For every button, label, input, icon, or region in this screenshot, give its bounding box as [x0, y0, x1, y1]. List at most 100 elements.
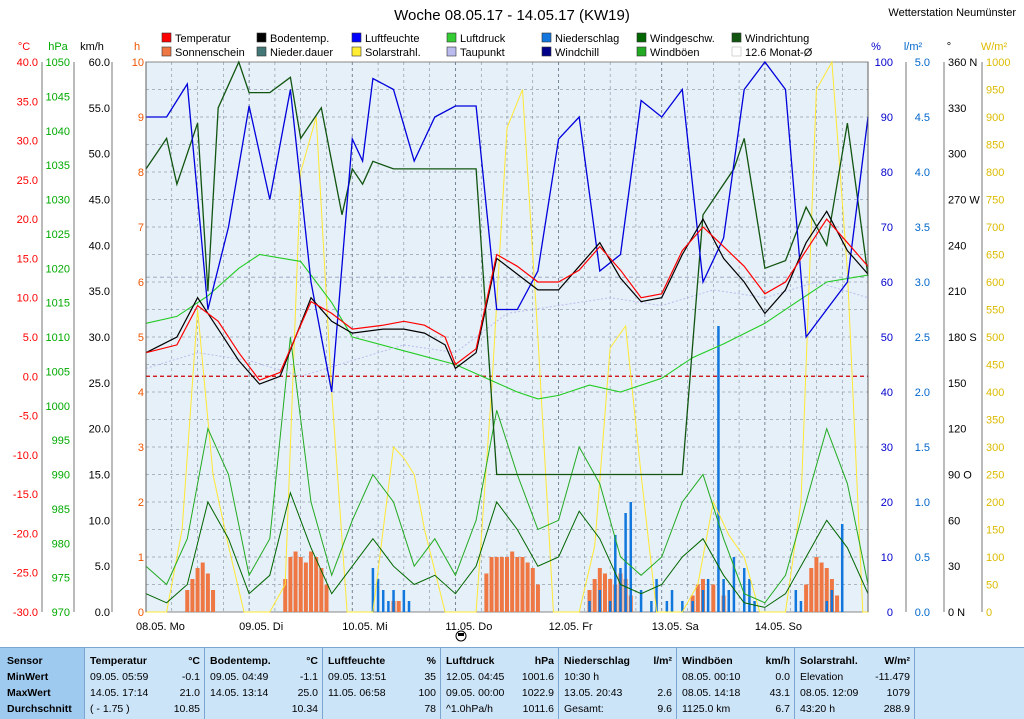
tick-temp: 10.0 [17, 293, 38, 305]
stats-cell-value: 1011.6 [522, 703, 554, 715]
legend-swatch [161, 32, 172, 43]
bar-niederschlag [655, 579, 658, 612]
tick-direction: 210 [948, 286, 966, 298]
tick-direction: 60 [948, 515, 960, 527]
legend-label: Windchill [555, 47, 599, 59]
stats-cell-label: 14.05. 13:14 [210, 687, 269, 699]
legend-label: Windböen [650, 47, 700, 59]
bar-niederschlag [681, 601, 684, 612]
bar-niederschlag [717, 326, 720, 612]
time-marker[interactable] [455, 630, 467, 642]
stats-cell-label: ^1.0hPa/h [446, 703, 493, 715]
bar-sonnenschein [602, 573, 607, 612]
stats-cell-value: 78 [424, 703, 436, 715]
stats-row: 08.05. 12:09 1079 [794, 685, 914, 701]
stats-row: Luftdruck hPa [440, 653, 558, 669]
legend-swatch [731, 46, 742, 57]
bar-sonnenschein [510, 551, 515, 612]
stats-cell-value: -1.1 [299, 671, 318, 683]
bar-sonnenschein [505, 557, 509, 612]
tick-pressure: 970 [52, 607, 70, 619]
stats-cell-value: 1022.9 [521, 687, 554, 699]
tick-wind: 25.0 [89, 378, 110, 390]
bar-sonnenschein [525, 562, 530, 612]
series-temperatur [145, 218, 869, 381]
bar-niederschlag [830, 590, 834, 612]
stats-cell-value: 100 [418, 687, 436, 699]
stats-cell-value: % [426, 655, 436, 667]
stats-cell-value: W/m² [884, 655, 910, 667]
tick-direction: 120 [948, 424, 966, 436]
tick-temp: -30.0 [13, 607, 38, 619]
bar-sonnenschein [499, 557, 504, 612]
bar-sonnenschein [695, 584, 700, 612]
line-series [145, 60, 869, 613]
bar-niederschlag [608, 601, 612, 612]
stats-cell-label: Gesamt: [564, 703, 604, 715]
stats-cell-label: 09.05. 04:49 [210, 671, 269, 683]
tick-wind: 50.0 [89, 149, 110, 161]
bar-sonnenschein [293, 551, 298, 612]
legend-label: Solarstrahl. [365, 47, 421, 59]
tick-solar: 750 [986, 195, 1004, 207]
stats-row: 14.05. 13:14 25.0 [204, 685, 322, 701]
legend-label: Bodentemp. [270, 33, 329, 45]
stats-cell-value: 6.7 [775, 703, 790, 715]
stats-cell-label: 14.05. 17:14 [90, 687, 149, 699]
stats-cell-value: 1001.6 [521, 671, 554, 683]
x-tick-label: 13.05. Sa [652, 621, 700, 633]
stats-cell-label: Niederschlag [564, 655, 630, 667]
legend-swatch [446, 32, 457, 43]
tick-rain: 4.0 [915, 167, 930, 179]
legend-swatch [636, 32, 647, 43]
tick-rain: 2.5 [915, 332, 930, 344]
bar-sonnenschein [288, 557, 293, 612]
legend-label: Taupunkt [460, 47, 505, 59]
axis-unit-humidity: % [871, 41, 881, 53]
bar-niederschlag [402, 590, 406, 612]
stats-separator [440, 648, 441, 719]
stats-separator [914, 648, 915, 719]
stats-cell-label: 08.05. 12:09 [800, 687, 859, 699]
stats-cell-label: 1125.0 km [682, 703, 731, 715]
stats-cell-label: Bodentemp. [210, 655, 271, 667]
axis-unit-direction: ° [947, 41, 951, 53]
stats-cell-value: °C [306, 655, 318, 667]
bar-niederschlag [629, 502, 633, 612]
legend-swatch [446, 46, 457, 57]
tick-solar: 0 [986, 607, 992, 619]
tick-pressure: 1005 [46, 366, 70, 378]
bar-niederschlag [387, 601, 390, 612]
tick-pressure: 1040 [46, 126, 70, 138]
tick-solar: 800 [986, 167, 1004, 179]
tick-temp: 20.0 [17, 214, 38, 226]
stats-cell-label: 12.05. 04:45 [446, 671, 505, 683]
bar-niederschlag [825, 601, 828, 612]
tick-pressure: 1010 [46, 332, 70, 344]
stats-separator [558, 648, 559, 719]
tick-pressure: 1030 [46, 195, 70, 207]
tick-pressure: 1035 [46, 160, 70, 172]
axis-unit-pressure: hPa [48, 41, 68, 53]
stats-cell-value: 43.1 [769, 687, 790, 699]
legend-label: Windgeschw. [650, 33, 715, 45]
bar-sonnenschein [200, 562, 205, 612]
tick-temp: 5.0 [23, 332, 38, 344]
stats-cell-value: 21.0 [179, 687, 200, 699]
bar-niederschlag [753, 601, 756, 612]
bar-niederschlag [840, 524, 844, 612]
tick-humidity: 70 [881, 222, 893, 234]
tick-wind: 15.0 [89, 470, 110, 482]
stats-group-bodentemp-: Bodentemp. °C 09.05. 04:49 -1.1 14.05. 13:14… [204, 648, 322, 719]
tick-direction: 300 [948, 149, 966, 161]
grid [146, 62, 868, 612]
legend-swatch [161, 46, 172, 57]
series-bodentemp- [145, 210, 869, 385]
bar-niederschlag [670, 590, 674, 612]
bar-sonnenschein [530, 568, 535, 612]
bar-sonnenschein [298, 557, 303, 612]
tick-solar: 1000 [986, 57, 1010, 69]
bar-niederschlag [371, 568, 375, 612]
stats-row: Gesamt: 9.6 [558, 701, 676, 717]
bar-sonnenschein [835, 595, 840, 612]
